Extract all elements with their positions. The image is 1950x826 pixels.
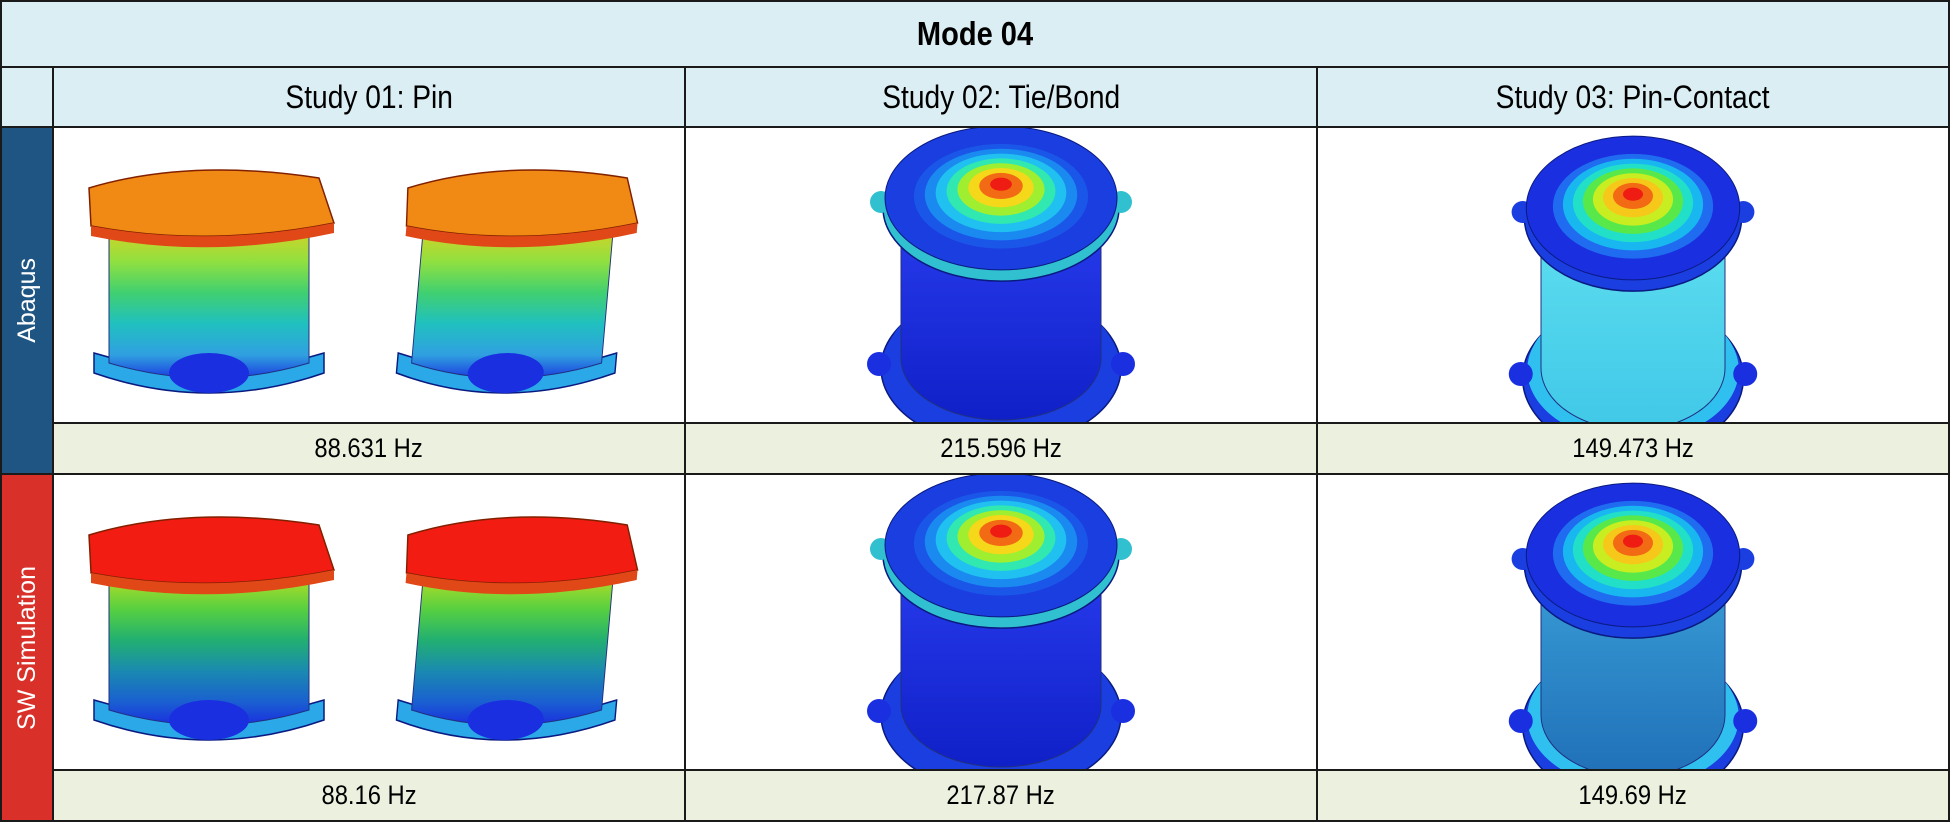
model-drawing: [867, 128, 1135, 422]
mode-shape-image: [54, 128, 684, 422]
node-spot: [169, 353, 249, 393]
node-spot: [169, 700, 249, 740]
frequency-text: 149.473 Hz: [1572, 433, 1694, 463]
column-header-text: Study 01: Pin: [285, 78, 453, 115]
frequency-cell: 88.16 Hz: [54, 771, 684, 820]
frequency-cell: 149.69 Hz: [1318, 771, 1948, 820]
row-label-text: SW Simulation: [12, 565, 41, 730]
lug: [1111, 352, 1135, 376]
model: [1508, 135, 1758, 422]
row-label: SW Simulation: [2, 475, 52, 820]
top-plate: [405, 169, 639, 238]
lug: [867, 352, 891, 376]
column-header-text: Study 02: Tie/Bond: [882, 78, 1120, 115]
frequency-cell: 149.473 Hz: [1318, 424, 1948, 473]
frequency-text: 215.596 Hz: [940, 433, 1062, 463]
model-drawing: [1508, 135, 1758, 422]
row-label-text: Abaqus: [12, 258, 41, 343]
table-title: Mode 04: [2, 2, 1948, 66]
model: [88, 169, 335, 394]
model: [395, 169, 639, 394]
column-header: Study 03: Pin-Contact: [1318, 68, 1948, 126]
top-plate: [405, 516, 639, 585]
title-text: Mode 04: [916, 15, 1034, 52]
contour-ring: [1622, 187, 1644, 201]
row-label: Abaqus: [2, 128, 52, 473]
top-plate-edge: [91, 223, 334, 248]
frequency-text: 149.69 Hz: [1578, 780, 1688, 810]
model: [395, 516, 639, 741]
frequency-text: 88.16 Hz: [321, 780, 417, 810]
node-spot: [467, 700, 544, 740]
lug: [1733, 362, 1758, 386]
model: [88, 516, 335, 741]
contour-ring: [990, 524, 1012, 538]
lug: [1508, 362, 1533, 386]
top-plate-edge: [405, 223, 638, 248]
mode-shape-image: [1318, 128, 1948, 422]
lug: [1733, 709, 1758, 733]
lug: [1508, 709, 1533, 733]
top-plate: [88, 516, 335, 585]
model-drawing: [1508, 482, 1758, 769]
model: [867, 128, 1135, 422]
frequency-cell: 88.631 Hz: [54, 424, 684, 473]
top-plate: [88, 169, 335, 238]
frequency-cell: 217.87 Hz: [686, 771, 1316, 820]
model-drawing: [88, 516, 639, 741]
contour-ring: [1622, 534, 1644, 548]
mode-shape-image: [686, 128, 1316, 422]
frequency-text: 217.87 Hz: [946, 780, 1056, 810]
top-plate-edge: [405, 570, 638, 595]
mode-shape-image: [54, 475, 684, 769]
column-header: Study 02: Tie/Bond: [686, 68, 1316, 126]
mode-shape-image: [1318, 475, 1948, 769]
lug: [1111, 699, 1135, 723]
top-plate-edge: [91, 570, 334, 595]
model: [1508, 482, 1758, 769]
frequency-text: 88.631 Hz: [314, 433, 424, 463]
corner-cell: [2, 68, 52, 126]
model-drawing: [88, 169, 639, 394]
lug: [867, 699, 891, 723]
column-header-text: Study 03: Pin-Contact: [1496, 78, 1770, 115]
contour-ring: [990, 177, 1012, 191]
column-header: Study 01: Pin: [54, 68, 684, 126]
node-spot: [467, 353, 544, 393]
frequency-cell: 215.596 Hz: [686, 424, 1316, 473]
model: [867, 475, 1135, 769]
mode-shape-image: [686, 475, 1316, 769]
model-drawing: [867, 475, 1135, 769]
